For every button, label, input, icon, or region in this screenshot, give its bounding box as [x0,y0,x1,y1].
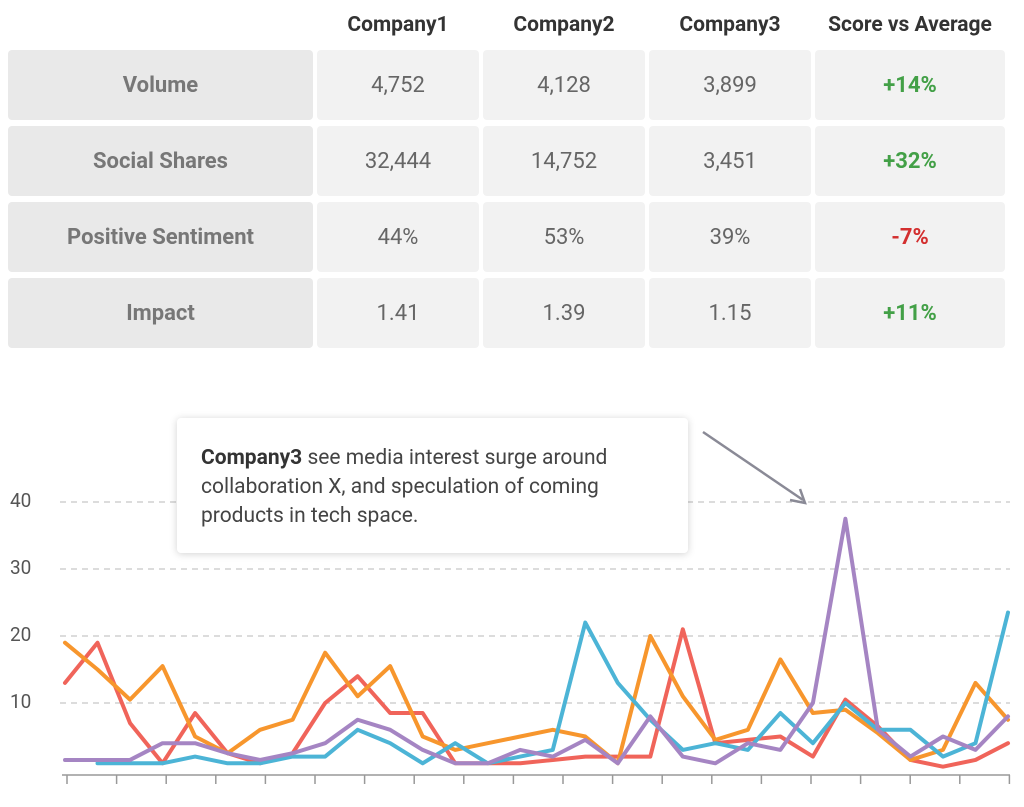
cell-value: 3,451 [649,126,811,196]
row-label: Impact [8,278,313,348]
cell-value: 32,444 [317,126,479,196]
series-line [95,610,1010,766]
annotation-emphasis: Company3 [201,446,303,470]
cell-value: 53% [483,202,645,272]
table-row: Positive Sentiment 44% 53% 39% -7% [8,202,1005,272]
annotation-arrowhead [789,488,807,505]
column-header: Company1 [347,13,449,37]
cell-value: 14,752 [483,126,645,196]
annotation-text: see media interest surge around collabor… [201,446,608,528]
table-row: Social Shares 32,444 14,752 3,451 +32% [8,126,1005,196]
y-tick-label: 30 [10,556,31,579]
comparison-table: Company1 Company2 Company3 Score vs Average… [4,0,1009,354]
cell-value: 1.39 [483,278,645,348]
cell-value: 1.41 [317,278,479,348]
table-row: Impact 1.41 1.39 1.15 +11% [8,278,1005,348]
cell-value: 4,752 [317,50,479,120]
cell-value: 3,899 [649,50,811,120]
table-row: Volume 4,752 4,128 3,899 +14% [8,50,1005,120]
y-tick-label: 40 [10,489,31,512]
column-header: Company2 [513,13,615,37]
cell-value: 4,128 [483,50,645,120]
column-header: Company3 [679,13,781,37]
row-label: Volume [8,50,313,120]
row-label: Social Shares [8,126,313,196]
cell-value: 39% [649,202,811,272]
series-line [63,516,1010,766]
score-value: +14% [815,50,1005,120]
series-line [63,627,1010,769]
header-row: Company1 Company2 Company3 Score vs Average [8,6,1005,44]
cell-value: 1.15 [649,278,811,348]
annotation-arrow [702,430,804,502]
annotation: Company3 see media interest surge around… [177,418,688,553]
row-label: Positive Sentiment [8,202,313,272]
score-value: +32% [815,126,1005,196]
cell-value: 44% [317,202,479,272]
y-tick-label: 10 [10,690,31,713]
score-value: -7% [815,202,1005,272]
column-header: Score vs Average [828,13,992,37]
header-spacer [8,6,313,44]
score-value: +11% [815,278,1005,348]
y-tick-label: 20 [10,623,31,646]
